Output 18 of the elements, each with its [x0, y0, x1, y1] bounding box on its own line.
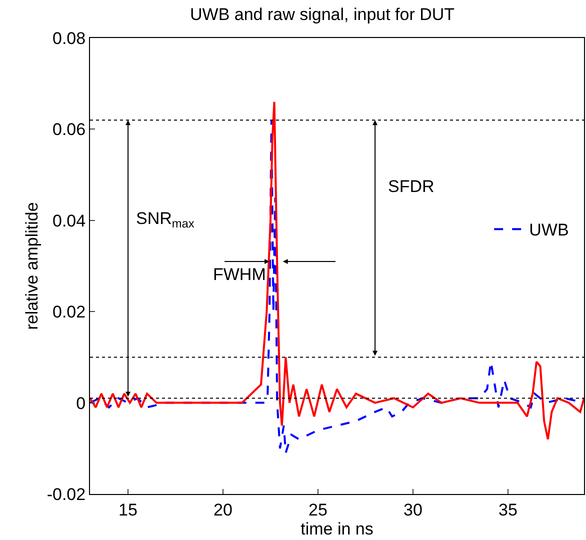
x-tick-label: 30 [404, 500, 422, 520]
x-axis-title: time in ns [300, 519, 374, 538]
y-tick-label: 0.08 [52, 28, 86, 48]
legend-label: UWB [529, 220, 569, 240]
x-tick-label: 15 [118, 500, 138, 520]
y-tick-label: 0 [76, 394, 86, 413]
y-tick-label: 0.06 [52, 120, 86, 140]
annotation: SNR$_{max}$ [136, 209, 194, 231]
y-tick-label: 0.04 [52, 211, 86, 230]
y-tick-label: -0.02 [46, 484, 86, 504]
y-tick-label: 0.02 [52, 302, 86, 322]
y-axis-title: relative amplitide [22, 202, 42, 330]
annotation: FWHM [213, 265, 266, 284]
chart-title: UWB and raw signal, input for DUT [190, 5, 455, 24]
annotation: SFDR [388, 177, 434, 196]
x-tick-label: 35 [498, 500, 518, 520]
x-tick-label: 25 [308, 500, 328, 520]
x-tick-label: 20 [214, 500, 232, 520]
